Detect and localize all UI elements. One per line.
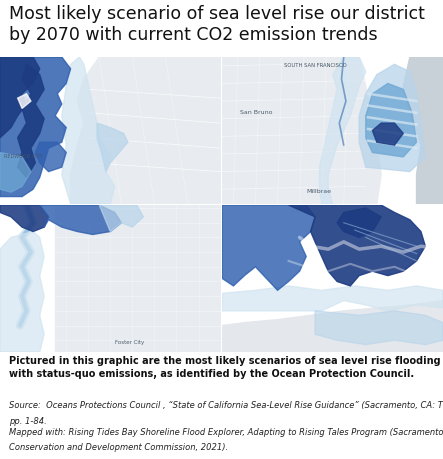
Polygon shape <box>337 208 381 238</box>
Text: Millbrae: Millbrae <box>306 189 331 194</box>
Text: Source:  Oceans Protections Council , “State of California Sea-Level Rise Guidan: Source: Oceans Protections Council , “St… <box>9 400 443 409</box>
Polygon shape <box>222 286 443 311</box>
Polygon shape <box>222 58 381 204</box>
Polygon shape <box>35 143 66 172</box>
Polygon shape <box>40 206 121 235</box>
Polygon shape <box>403 58 443 204</box>
Text: San Bruno: San Bruno <box>240 110 272 115</box>
Polygon shape <box>99 206 144 232</box>
Polygon shape <box>366 84 416 157</box>
Polygon shape <box>18 65 44 178</box>
Text: Pictured in this graphic are the most likely scenarios of sea level rise floodin: Pictured in this graphic are the most li… <box>9 355 443 378</box>
Text: SOUTH SAN FRANCISCO: SOUTH SAN FRANCISCO <box>284 63 347 67</box>
Text: Most likely scenario of sea level rise our district
by 2070 with current CO2 emi: Most likely scenario of sea level rise o… <box>9 5 425 44</box>
Polygon shape <box>315 311 443 345</box>
Polygon shape <box>62 58 115 204</box>
Polygon shape <box>97 124 128 172</box>
Text: Mapped with: Rising Tides Bay Shoreline Flood Explorer, Adapting to Rising Tales: Mapped with: Rising Tides Bay Shoreline … <box>9 427 443 436</box>
Polygon shape <box>0 58 70 197</box>
Text: Conservation and Development Commission, 2021).: Conservation and Development Commission,… <box>9 442 228 451</box>
Polygon shape <box>319 58 366 204</box>
Polygon shape <box>222 206 315 291</box>
Polygon shape <box>0 153 31 193</box>
Polygon shape <box>18 95 31 109</box>
Text: pp. 1-84.: pp. 1-84. <box>9 416 47 425</box>
Polygon shape <box>0 232 44 352</box>
Text: Foster City: Foster City <box>115 340 144 344</box>
Polygon shape <box>0 58 40 139</box>
Polygon shape <box>359 65 425 172</box>
Text: REDWOOD CITY: REDWOOD CITY <box>4 154 43 158</box>
Polygon shape <box>55 206 221 352</box>
Polygon shape <box>222 301 443 352</box>
Polygon shape <box>288 206 425 286</box>
Polygon shape <box>0 206 49 232</box>
Polygon shape <box>70 58 221 204</box>
Polygon shape <box>373 124 403 146</box>
